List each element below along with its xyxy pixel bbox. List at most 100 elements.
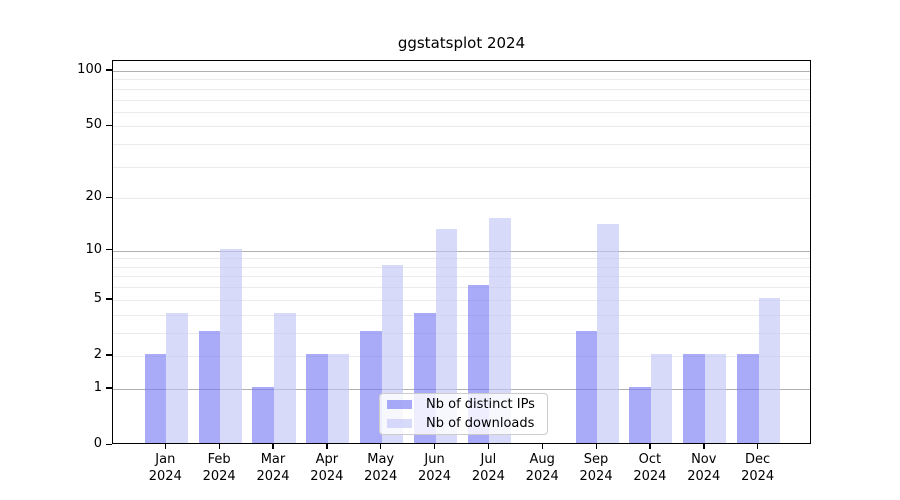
bar-nb-of-distinct-ips-oct bbox=[629, 386, 651, 443]
x-tick-mark bbox=[218, 444, 220, 449]
x-tick-year: 2024 bbox=[579, 469, 613, 484]
bars-layer bbox=[113, 61, 810, 443]
x-tick-year: 2024 bbox=[364, 469, 398, 484]
x-tick-mark bbox=[649, 444, 651, 449]
grid-layer bbox=[113, 61, 810, 443]
x-tick-label: Aug 2024 bbox=[514, 451, 570, 485]
x-tick-mark bbox=[595, 444, 597, 449]
bar-nb-of-downloads-jul bbox=[489, 218, 511, 443]
bar-nb-of-downloads-mar bbox=[273, 312, 296, 443]
x-tick-mark bbox=[434, 444, 436, 449]
x-tick-mark bbox=[272, 444, 274, 449]
bar-nb-of-downloads-dec bbox=[758, 297, 781, 443]
x-tick-month: Jun bbox=[424, 452, 445, 467]
x-tick-mark bbox=[487, 444, 490, 449]
x-tick-label: Oct 2024 bbox=[622, 451, 678, 485]
gridline-minor bbox=[113, 79, 810, 81]
x-tick-year: 2024 bbox=[256, 469, 290, 484]
x-tick-label: Apr 2024 bbox=[299, 451, 355, 485]
x-tick-month: Aug bbox=[529, 452, 555, 467]
x-tick-year: 2024 bbox=[202, 469, 236, 484]
bar-nb-of-distinct-ips-dec bbox=[737, 353, 759, 443]
chart-title: ggstatsplot 2024 bbox=[397, 34, 526, 52]
x-tick-month: Dec bbox=[745, 452, 771, 467]
x-tick-month: Nov bbox=[691, 452, 717, 467]
gridline-minor bbox=[113, 332, 810, 334]
bar-nb-of-distinct-ips-sep bbox=[575, 330, 598, 443]
legend: Nb of distinct IPs Nb of downloads bbox=[379, 393, 548, 435]
x-tick-label: Dec 2024 bbox=[730, 451, 786, 485]
x-tick-label: Sep 2024 bbox=[568, 451, 624, 485]
gridline-minor bbox=[113, 198, 810, 200]
x-tick-year: 2024 bbox=[417, 469, 452, 484]
x-tick-mark bbox=[380, 444, 382, 449]
x-tick-label: Jun 2024 bbox=[407, 451, 463, 485]
x-tick-month: Sep bbox=[583, 452, 609, 467]
gridline-major bbox=[113, 250, 810, 252]
gridline-minor bbox=[113, 111, 810, 113]
plot-area: Nb of distinct IPs Nb of downloads bbox=[112, 60, 811, 444]
x-tick-month: Mar bbox=[260, 452, 286, 467]
gridline-minor bbox=[113, 144, 810, 146]
gridline-major bbox=[113, 70, 810, 72]
x-tick-year: 2024 bbox=[687, 469, 721, 484]
bar-nb-of-distinct-ips-apr bbox=[306, 353, 328, 443]
x-tick-month: Apr bbox=[315, 452, 339, 467]
bar-nb-of-distinct-ips-may bbox=[360, 330, 382, 443]
bar-nb-of-distinct-ips-nov bbox=[683, 353, 705, 443]
x-tick-year: 2024 bbox=[148, 469, 182, 484]
x-tick-label: Jul 2024 bbox=[460, 451, 516, 485]
bar-nb-of-downloads-sep bbox=[597, 223, 619, 443]
x-tick-mark bbox=[164, 444, 167, 449]
legend-item-downloads: Nb of downloads bbox=[387, 416, 540, 432]
bar-nb-of-downloads-feb bbox=[220, 248, 242, 443]
x-tick-label: Jan 2024 bbox=[137, 451, 193, 485]
x-tick-month: May bbox=[367, 452, 395, 467]
x-tick-year: 2024 bbox=[633, 469, 667, 484]
legend-item-distinct-ips: Nb of distinct IPs bbox=[387, 397, 540, 413]
bar-nb-of-downloads-oct bbox=[650, 353, 673, 443]
x-tick-month: Jul bbox=[480, 452, 497, 467]
gridline-minor bbox=[113, 166, 810, 168]
gridline-minor bbox=[113, 126, 810, 128]
gridline-minor bbox=[113, 355, 810, 357]
gridline-minor bbox=[113, 258, 810, 260]
x-tick-label: May 2024 bbox=[353, 451, 409, 485]
x-tick-label: Mar 2024 bbox=[245, 451, 301, 485]
legend-swatch-distinct-ips bbox=[387, 400, 412, 409]
x-tick-month: Jan bbox=[155, 452, 176, 467]
gridline-minor bbox=[113, 88, 810, 90]
x-tick-year: 2024 bbox=[525, 469, 559, 484]
gridline-major bbox=[113, 388, 810, 390]
bar-nb-of-distinct-ips-jan bbox=[144, 353, 167, 443]
x-tick-year: 2024 bbox=[741, 469, 775, 484]
x-tick-year: 2024 bbox=[310, 469, 344, 484]
gridline-minor bbox=[113, 99, 810, 101]
legend-label-downloads: Nb of downloads bbox=[426, 415, 535, 431]
y-tick-label: 50 bbox=[85, 117, 102, 133]
x-tick-mark bbox=[541, 444, 544, 449]
y-tick-label: 0 bbox=[93, 436, 102, 451]
x-tick-mark bbox=[703, 444, 705, 449]
bar-nb-of-downloads-jun bbox=[435, 229, 458, 443]
x-tick-month: Feb bbox=[207, 452, 231, 467]
x-tick-month: Oct bbox=[638, 452, 662, 467]
gridline-minor bbox=[113, 299, 810, 301]
x-tick-mark bbox=[757, 444, 759, 449]
x-tick-year: 2024 bbox=[471, 469, 505, 484]
gridline-minor bbox=[113, 276, 810, 278]
x-tick-mark bbox=[326, 444, 328, 449]
bar-nb-of-distinct-ips-mar bbox=[252, 386, 274, 443]
gridline-minor bbox=[113, 287, 810, 289]
gridline-minor bbox=[113, 266, 810, 268]
gridline-minor bbox=[113, 314, 810, 316]
y-tick-label: 1 bbox=[93, 379, 102, 395]
x-tick-label: Nov 2024 bbox=[676, 451, 732, 485]
y-tick-label: 2 bbox=[93, 346, 102, 362]
bar-nb-of-distinct-ips-feb bbox=[198, 330, 221, 443]
bar-nb-of-downloads-nov bbox=[704, 353, 727, 443]
legend-swatch-downloads bbox=[387, 419, 412, 428]
y-tick-label: 5 bbox=[93, 290, 102, 306]
y-tick-label: 100 bbox=[77, 61, 102, 77]
